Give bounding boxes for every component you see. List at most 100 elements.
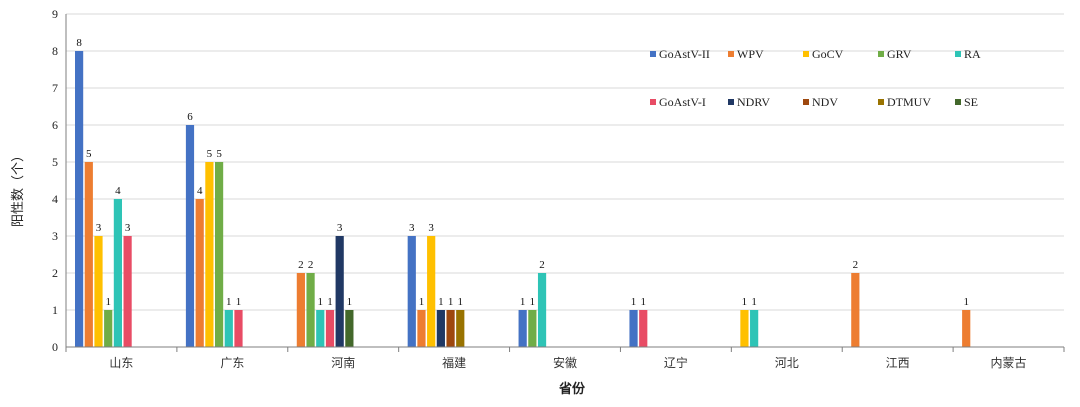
legend-label: GRV	[887, 47, 912, 61]
data-label: 1	[438, 296, 444, 308]
y-tick-label: 9	[52, 7, 58, 21]
bar	[234, 310, 243, 347]
bar	[407, 236, 416, 347]
y-tick-label: 4	[52, 192, 58, 206]
data-label: 4	[115, 185, 121, 197]
bar	[104, 310, 113, 347]
data-label: 3	[125, 222, 131, 234]
data-label: 1	[640, 296, 646, 308]
data-label: 1	[448, 296, 454, 308]
bar	[123, 236, 132, 347]
bar	[518, 310, 527, 347]
x-axis-categories: 山东 广东 河南 福建 安徽 辽宁 河北 江西 内蒙古	[109, 355, 1026, 370]
x-category-label: 河北	[775, 356, 799, 370]
bar	[205, 162, 214, 347]
x-category-label: 内蒙古	[991, 355, 1027, 370]
legend-label: NDV	[812, 95, 838, 109]
y-tick-label: 5	[52, 155, 58, 169]
data-label: 1	[751, 296, 757, 308]
bar	[629, 310, 638, 347]
bar	[214, 162, 224, 347]
data-label: 4	[197, 185, 203, 197]
y-axis-title: 阳性数（个）	[11, 149, 26, 227]
bar	[750, 310, 759, 347]
data-label: 8	[76, 37, 82, 49]
bar	[94, 236, 103, 347]
bar	[528, 310, 537, 347]
bar	[195, 199, 204, 347]
legend-swatch	[650, 99, 656, 105]
data-label: 1	[226, 296, 232, 308]
y-tick-label: 6	[52, 118, 58, 132]
x-category-label: 山东	[109, 356, 133, 370]
legend-label: WPV	[737, 47, 764, 61]
data-label: 2	[308, 259, 314, 271]
legend-label: GoCV	[812, 47, 844, 61]
y-tick-label: 1	[52, 303, 58, 317]
bar	[427, 236, 436, 347]
bar	[851, 273, 860, 347]
bar	[345, 310, 354, 347]
x-category-label: 河南	[331, 355, 355, 370]
y-tick-label: 3	[52, 229, 58, 243]
bar	[84, 162, 93, 347]
data-label: 2	[853, 259, 859, 271]
bar	[316, 310, 325, 347]
data-label: 1	[963, 296, 969, 308]
data-label: 1	[419, 296, 425, 308]
bar	[75, 51, 84, 347]
bar	[639, 310, 648, 347]
x-category-label: 江西	[886, 356, 910, 370]
data-label: 2	[539, 259, 545, 271]
gridlines	[66, 13, 1064, 311]
bar	[436, 310, 445, 347]
data-label: 5	[216, 148, 222, 160]
legend: GoAstV-II WPV GoCV GRV RA GoAstV-I NDRV NDV DTMU…	[650, 47, 981, 109]
x-category-label: 安徽	[553, 355, 577, 370]
y-tick-label: 8	[52, 44, 58, 58]
data-label: 1	[520, 296, 526, 308]
bar	[185, 125, 195, 347]
legend-swatch	[955, 99, 961, 105]
data-label: 6	[187, 111, 193, 123]
data-label: 1	[105, 296, 111, 308]
x-category-label: 辽宁	[664, 355, 688, 370]
bar	[296, 273, 305, 347]
bar	[113, 199, 122, 347]
bar	[740, 310, 749, 347]
legend-label: SE	[964, 95, 978, 109]
y-axis-ticks: 0 1 2 3 4 5 6 7 8 9	[52, 7, 58, 354]
data-label: 1	[236, 296, 242, 308]
y-tick-label: 2	[52, 266, 58, 280]
legend-swatch	[728, 99, 734, 105]
axes	[65, 14, 1065, 352]
bar	[456, 310, 465, 347]
legend-swatch	[878, 51, 884, 57]
bar	[417, 310, 426, 347]
y-tick-label: 0	[52, 340, 58, 354]
bar	[537, 273, 547, 347]
x-category-label: 福建	[442, 355, 466, 370]
data-label: 3	[409, 222, 415, 234]
bar	[962, 310, 971, 347]
legend-swatch	[803, 51, 809, 57]
legend-swatch	[878, 99, 884, 105]
bar	[325, 310, 335, 347]
y-tick-label: 7	[52, 81, 58, 95]
data-label: 1	[458, 296, 464, 308]
legend-swatch	[803, 99, 809, 105]
data-label: 3	[428, 222, 434, 234]
data-label: 5	[86, 148, 92, 160]
data-label: 1	[318, 296, 324, 308]
bar	[446, 310, 455, 347]
legend-swatch	[650, 51, 656, 57]
data-label: 3	[337, 222, 343, 234]
legend-swatch	[955, 51, 961, 57]
data-label: 5	[207, 148, 213, 160]
data-label: 1	[530, 296, 536, 308]
data-label: 1	[742, 296, 748, 308]
legend-swatch	[728, 51, 734, 57]
data-label: 1	[631, 296, 637, 308]
data-label: 2	[298, 259, 304, 271]
